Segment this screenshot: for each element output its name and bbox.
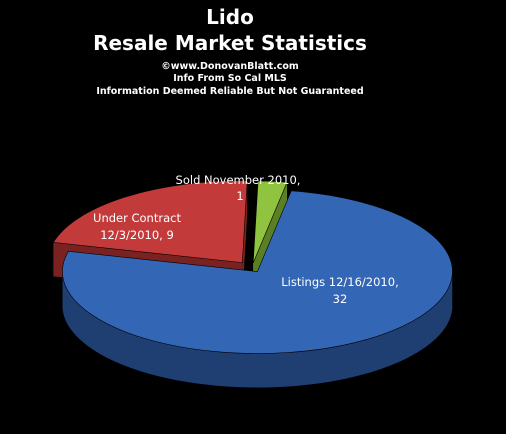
source-note: Info From So Cal MLS xyxy=(173,73,287,84)
pie-label-listings-12-16-2010: Listings 12/16/2010, 32 xyxy=(281,275,398,306)
pie-side-listings-12-16-2010 xyxy=(62,273,453,388)
chart-titles: Lido Resale Market Statistics ©www.Donov… xyxy=(93,5,367,97)
pie-slice-sold-november-2010 xyxy=(252,180,288,264)
disclaimer-note: Information Deemed Reliable But Not Guar… xyxy=(96,86,363,97)
chart-subtitle: Resale Market Statistics xyxy=(93,31,367,55)
pie-cut-face-under-contract-12-3-2010-1 xyxy=(242,180,248,297)
copyright-note: ©www.DonovanBlatt.com xyxy=(161,61,299,72)
pie-labels: Listings 12/16/2010, 32 Under Contract 12/3… xyxy=(93,173,399,306)
pie-slice-under-contract-12-3-2010 xyxy=(52,180,248,263)
pie-label-under-contract-12-3-2010: Under Contract 12/3/2010, 9 xyxy=(93,211,181,242)
pie-label-sold-november-2010: Sold November 2010, 1 xyxy=(176,173,301,203)
chart-title: Lido xyxy=(206,5,254,29)
pie-tops xyxy=(52,180,453,354)
pie-slice-listings-12-16-2010 xyxy=(62,190,453,354)
